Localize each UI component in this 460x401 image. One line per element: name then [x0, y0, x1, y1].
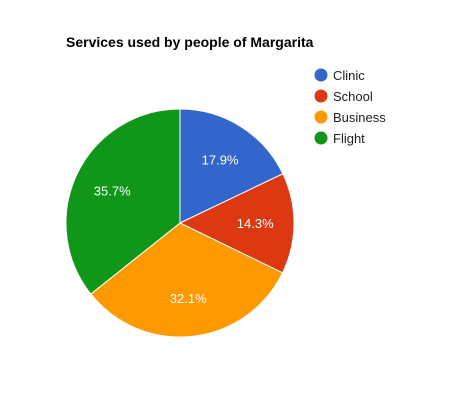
pie-slice-flight[interactable] [65, 108, 181, 295]
legend-label-school: School [333, 89, 373, 104]
legend-label-business: Business [333, 110, 386, 125]
legend-item-school[interactable]: School [314, 89, 373, 104]
legend-marker-school [314, 89, 328, 103]
pie-slice-clinic[interactable] [179, 108, 284, 224]
legend-marker-business [314, 110, 328, 124]
legend-item-clinic[interactable]: Clinic [314, 68, 366, 83]
slice-label-clinic: 17.9% [202, 152, 239, 167]
slice-label-flight: 35.7% [94, 183, 131, 198]
pie-slice-labels: 17.9% 14.3% 32.1% 35.7% [94, 152, 274, 305]
legend-item-flight[interactable]: Flight [314, 131, 366, 146]
legend-marker-clinic [314, 68, 328, 82]
slice-label-business: 32.1% [170, 291, 207, 306]
slice-label-school: 14.3% [237, 216, 274, 231]
legend-marker-flight [314, 131, 328, 145]
pie-slice-school[interactable] [178, 173, 295, 274]
chart-title: Services used by people of Margarita [66, 34, 314, 50]
legend-label-flight: Flight [333, 131, 365, 146]
pie-slices [65, 108, 295, 338]
legend-item-business[interactable]: Business [314, 110, 387, 125]
legend: Clinic School Business Flight [314, 68, 387, 146]
pie-slice-business[interactable] [90, 222, 284, 338]
legend-label-clinic: Clinic [333, 68, 365, 83]
